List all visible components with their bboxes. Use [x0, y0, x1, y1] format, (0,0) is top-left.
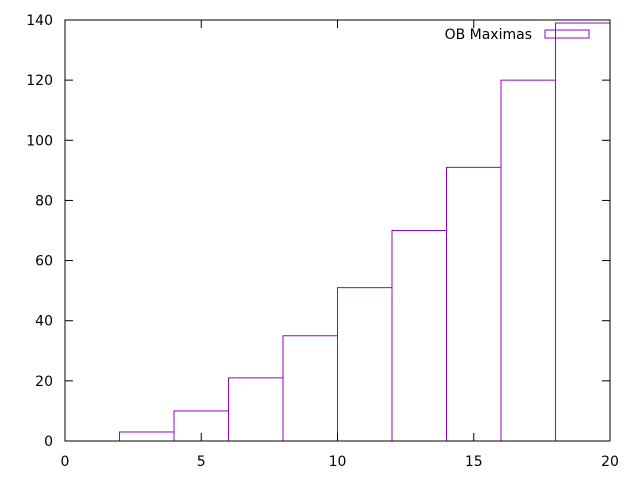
bar-7 — [446, 166, 502, 442]
y-tick-label: 140 — [26, 13, 53, 29]
x-tick-label: 5 — [197, 454, 206, 470]
x-tick-label: 10 — [329, 454, 347, 470]
y-tick-label: 40 — [35, 314, 53, 330]
y-tick-label: 120 — [26, 73, 53, 89]
x-tick-label: 15 — [465, 454, 483, 470]
bar-3 — [228, 377, 284, 442]
bar-9 — [555, 22, 611, 442]
bar-5 — [337, 287, 393, 442]
x-tick-label: 0 — [61, 454, 70, 470]
x-axis: 0 5 10 15 20 — [61, 20, 619, 470]
y-axis: 0 20 40 60 80 100 120 140 — [26, 13, 610, 450]
legend: OB Maximas — [445, 27, 590, 43]
bar-4 — [282, 335, 338, 442]
y-tick-label: 0 — [44, 434, 53, 450]
bar-1 — [119, 431, 175, 442]
y-tick-label: 80 — [35, 193, 53, 209]
legend-label: OB Maximas — [445, 27, 532, 43]
bars-group — [119, 22, 611, 442]
bar-8 — [500, 79, 556, 442]
y-tick-label: 60 — [35, 254, 53, 270]
legend-swatch — [544, 29, 590, 39]
bar-6 — [391, 230, 447, 442]
y-tick-label: 20 — [35, 374, 53, 390]
x-tick-label: 20 — [601, 454, 619, 470]
y-tick-label: 100 — [26, 133, 53, 149]
